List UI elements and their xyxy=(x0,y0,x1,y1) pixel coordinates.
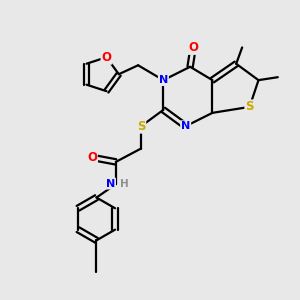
Text: S: S xyxy=(245,100,254,113)
Text: N: N xyxy=(159,75,168,85)
Text: O: O xyxy=(188,41,198,54)
Text: O: O xyxy=(87,151,97,164)
Text: N: N xyxy=(106,178,115,189)
Text: H: H xyxy=(120,178,128,189)
Text: O: O xyxy=(101,51,112,64)
Text: S: S xyxy=(137,120,145,133)
Text: N: N xyxy=(181,121,190,131)
